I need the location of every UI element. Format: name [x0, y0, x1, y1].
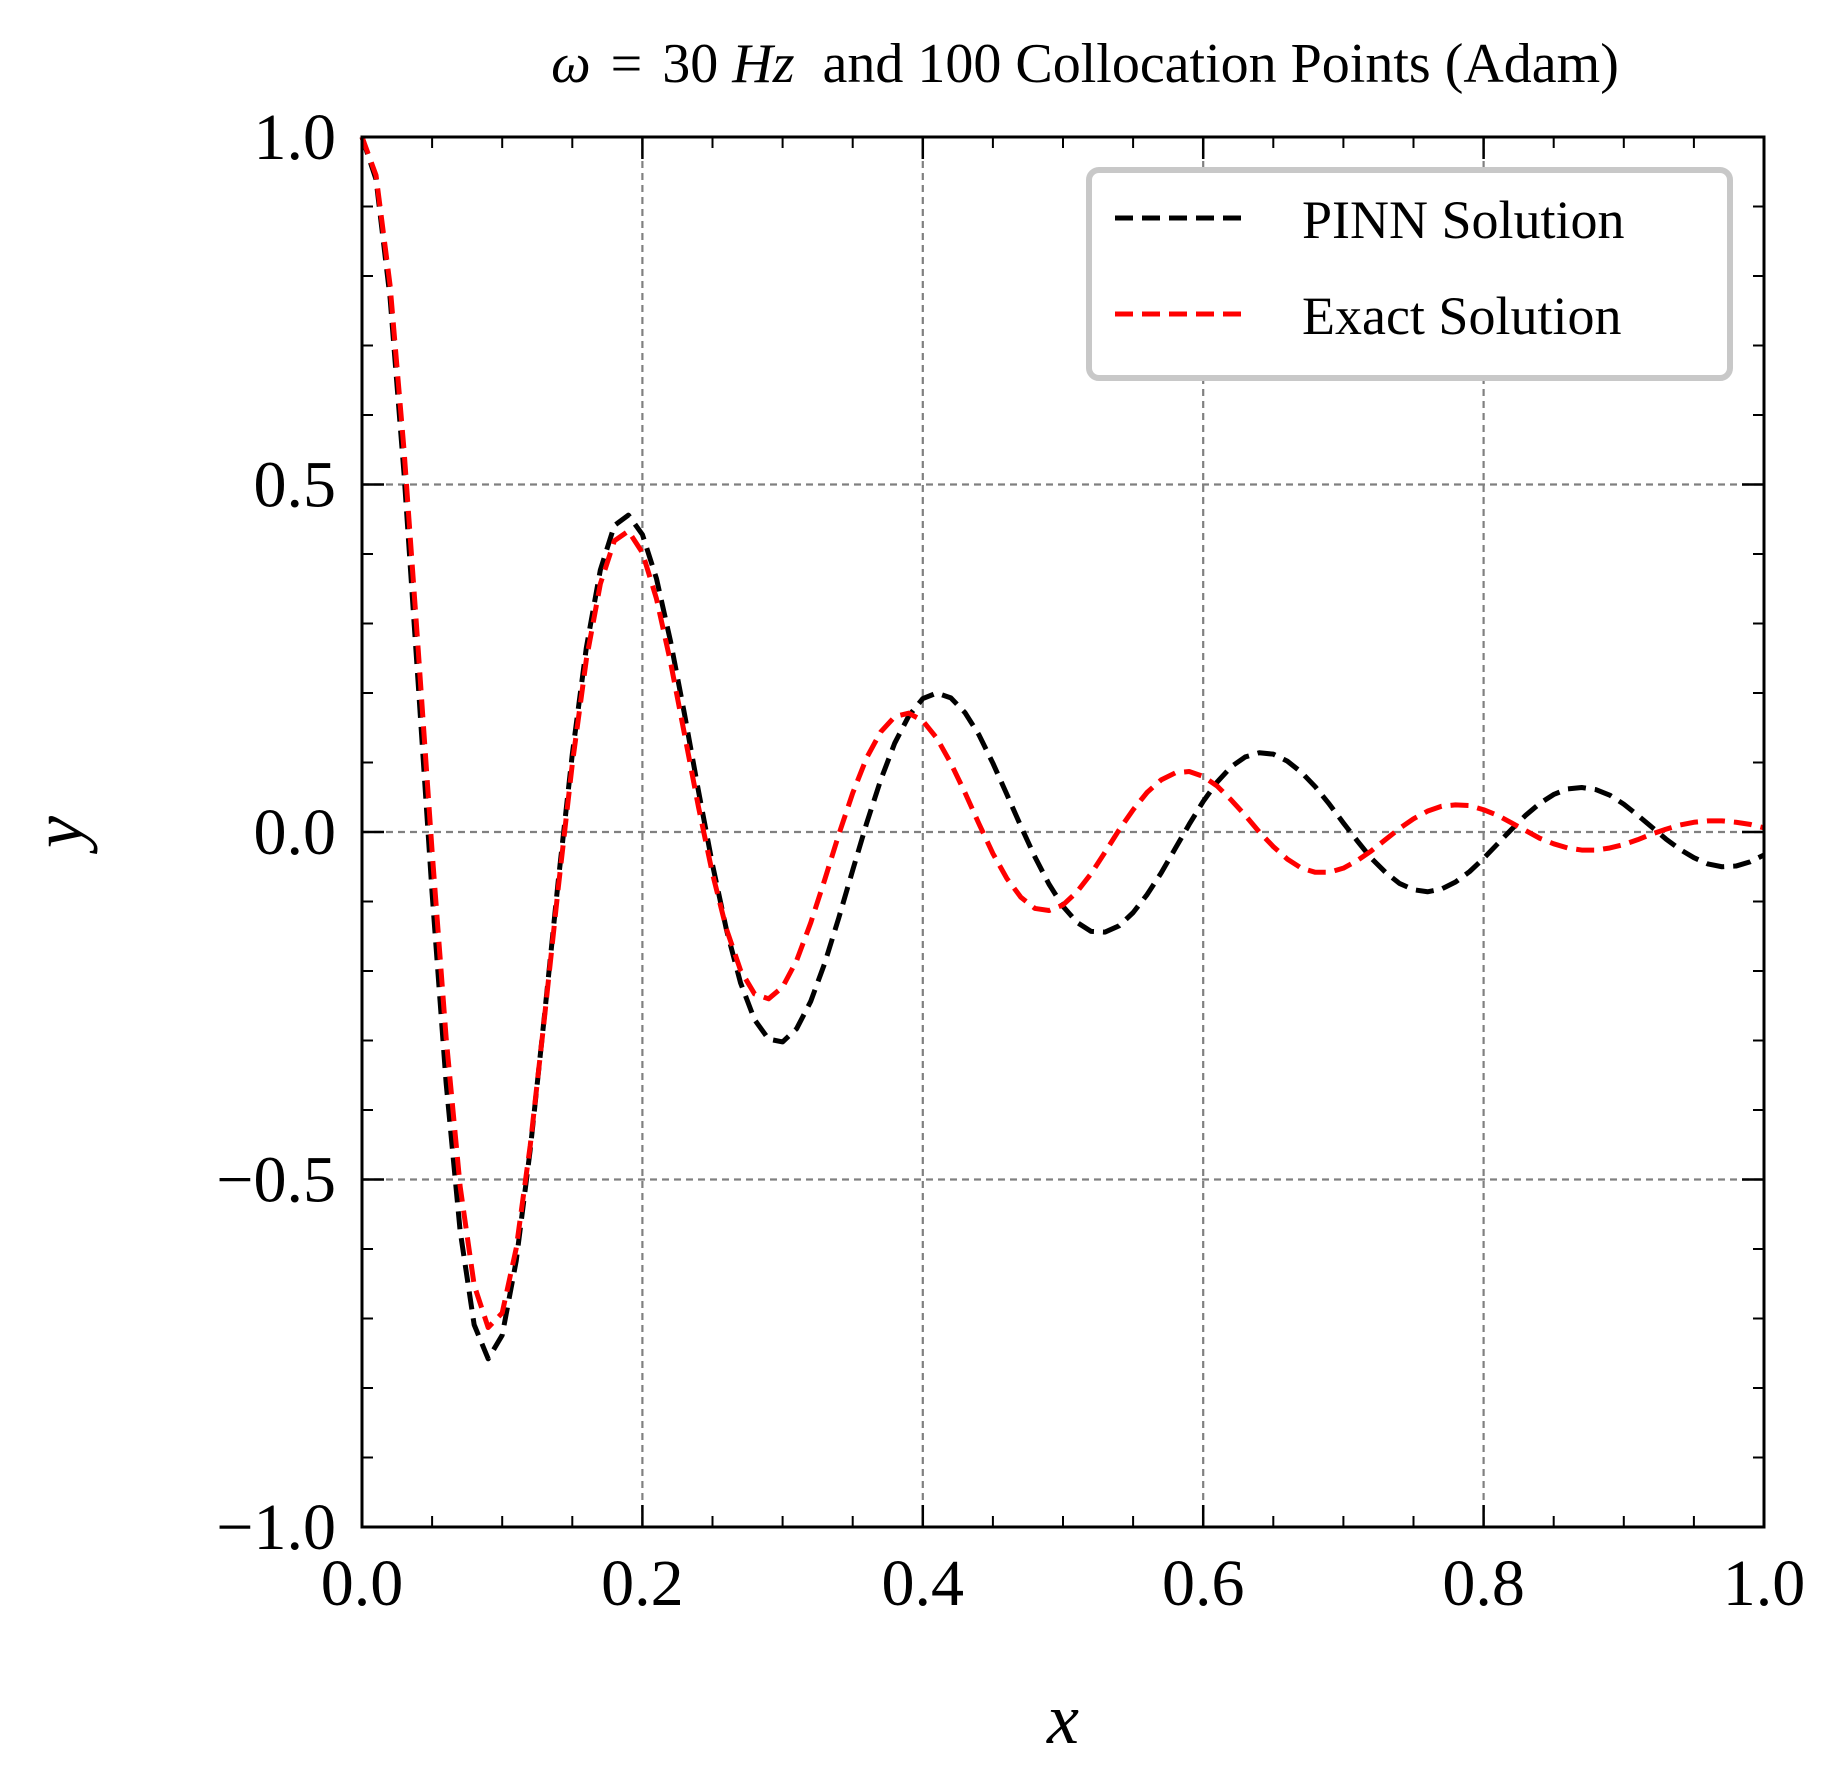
- series-line-exact: [359, 136, 1765, 1331]
- title-unit: Hz: [731, 33, 794, 95]
- y-tick-label: 0.0: [254, 796, 337, 869]
- legend-box: [1086, 167, 1733, 381]
- y-tick-label: 1.0: [254, 101, 337, 174]
- x-tick-label: 0.2: [601, 1547, 684, 1620]
- series-lines: [359, 136, 1766, 1362]
- plot-frame: [360, 135, 1766, 1529]
- legend-label-pinn: PINN Solution: [1302, 190, 1625, 250]
- chart-title: ω = 30 Hz and 100 Collocation Points (Ad…: [551, 33, 1619, 95]
- tick-labels: 0.0 0.2 0.4 0.6 0.8 1.0 1.0 0.5 0.0 −0.5 −1.0: [216, 101, 1805, 1620]
- x-tick-label: 0.0: [321, 1547, 404, 1620]
- title-equals: =: [611, 33, 643, 95]
- x-tick-label: 1.0: [1723, 1547, 1806, 1620]
- x-axis-label: x: [1046, 1679, 1079, 1759]
- x-tick-label: 0.4: [882, 1547, 965, 1620]
- y-tick-label: −0.5: [216, 1144, 336, 1217]
- title-value: 30: [662, 33, 718, 95]
- title-omega: ω: [551, 33, 591, 95]
- x-tick-label: 0.8: [1442, 1547, 1525, 1620]
- x-tick-label: 0.6: [1162, 1547, 1245, 1620]
- title-rest: and 100 Collocation Points (Adam): [823, 33, 1619, 95]
- y-tick-label: 0.5: [254, 449, 337, 522]
- legend: PINN Solution Exact Solution: [1086, 167, 1733, 381]
- y-axis-label: y: [18, 816, 98, 855]
- legend-label-exact: Exact Solution: [1302, 286, 1621, 346]
- y-tick-label: −1.0: [216, 1491, 336, 1564]
